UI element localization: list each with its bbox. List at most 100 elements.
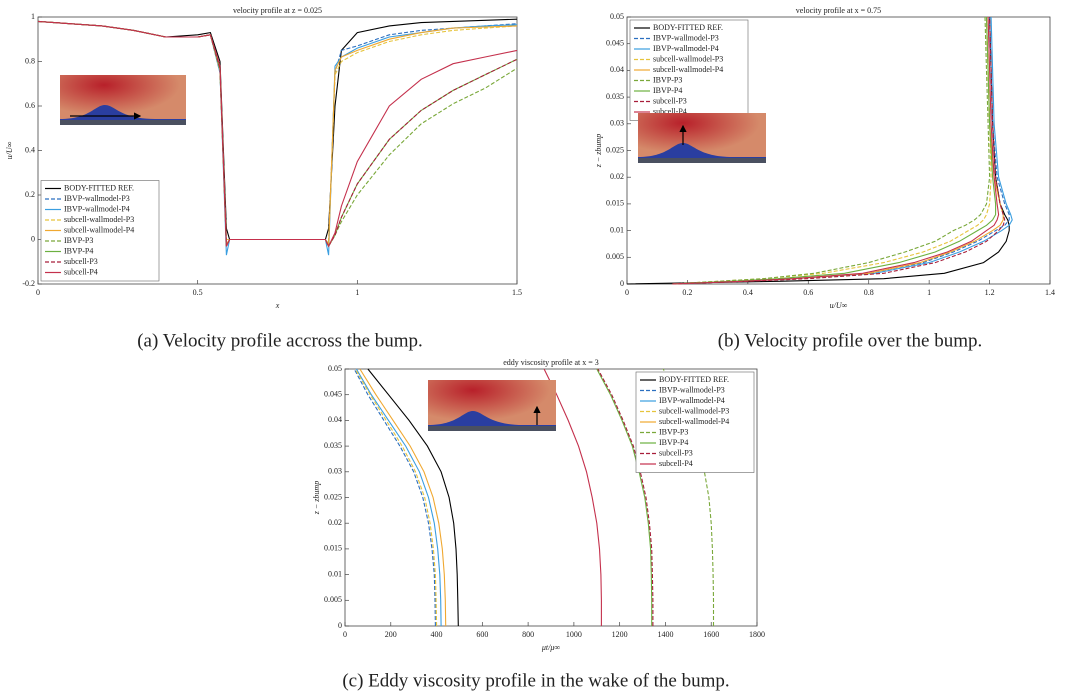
legend-label: IBVP-wallmodel-P4 xyxy=(64,204,130,213)
x-tick-label: 1 xyxy=(927,288,931,297)
series-line xyxy=(672,16,997,285)
x-tick-label: 1200 xyxy=(612,630,628,639)
y-tick-label: 0.05 xyxy=(610,12,624,21)
y-tick-label: -0.2 xyxy=(22,279,35,288)
y-tick-label: 0.01 xyxy=(610,225,624,234)
legend: BODY-FITTED REF.IBVP-wallmodel-P3 IBVP-wa… xyxy=(635,371,755,473)
inset-image xyxy=(428,380,556,431)
x-tick-label: 400 xyxy=(431,630,443,639)
legend-label: subcell-P3 xyxy=(653,96,687,105)
x-tick-label: 0 xyxy=(625,288,629,297)
legend-label: IBVP-wallmodel-P4 xyxy=(659,396,725,405)
caption: (a) Velocity profile accross the bump. xyxy=(137,330,423,351)
x-tick-label: 1600 xyxy=(703,630,719,639)
x-tick-label: 1.5 xyxy=(512,288,522,297)
y-tick-label: 0.03 xyxy=(610,119,624,128)
legend-label: IBVP-wallmodel-P3 xyxy=(659,385,725,394)
x-tick-label: 600 xyxy=(476,630,488,639)
y-tick-label: 0.045 xyxy=(324,390,342,399)
legend-label: subcell-wallmodel-P3 xyxy=(659,406,729,415)
y-tick-label: 0.045 xyxy=(606,39,624,48)
y-tick-label: 0.025 xyxy=(324,492,342,501)
y-tick-label: 0 xyxy=(338,621,342,630)
legend-label: IBVP-wallmodel-P3 xyxy=(64,194,130,203)
x-tick-label: 1 xyxy=(355,288,359,297)
x-axis-label: μt/μ∞ xyxy=(541,643,560,652)
legend-label: subcell-P3 xyxy=(64,257,98,266)
series-line xyxy=(543,368,602,626)
x-axis-label: x xyxy=(275,301,280,310)
caption: (c) Eddy viscosity profile in the wake o… xyxy=(342,670,729,691)
y-tick-label: 0.01 xyxy=(328,569,342,578)
x-tick-label: 0.8 xyxy=(864,288,874,297)
chart-title: eddy viscosity profile at x = 3 xyxy=(503,358,599,367)
y-axis-label: z − zbump xyxy=(312,481,321,515)
y-tick-label: 0.005 xyxy=(324,595,342,604)
legend-label: subcell-wallmodel-P3 xyxy=(64,215,134,224)
y-tick-label: 1 xyxy=(31,12,35,21)
caption: (b) Velocity profile over the bump. xyxy=(718,330,983,351)
x-tick-label: 200 xyxy=(385,630,397,639)
chart: velocity profile at x = 0.75 u/U∞ z − zbum… xyxy=(594,6,1055,352)
chart-title: velocity profile at z = 0.025 xyxy=(233,6,322,15)
y-tick-label: 0.03 xyxy=(328,467,342,476)
series-line xyxy=(597,368,654,626)
x-tick-label: 0.4 xyxy=(743,288,753,297)
x-tick-label: 0.5 xyxy=(193,288,203,297)
y-tick-label: 0.6 xyxy=(25,101,35,110)
legend-label: IBVP-P3 xyxy=(653,75,682,84)
y-tick-label: 0.05 xyxy=(328,364,342,373)
legend-label: subcell-P3 xyxy=(659,448,693,457)
legend: BODY-FITTED REF.IBVP-wallmodel-P3 IBVP-wa… xyxy=(629,19,749,121)
legend-label: BODY-FITTED REF. xyxy=(659,375,729,384)
legend: BODY-FITTED REF.IBVP-wallmodel-P3IBVP-wa… xyxy=(40,180,160,282)
chart: eddy viscosity profile at x = 3 μt/μ∞ z − … xyxy=(312,358,765,692)
y-tick-label: 0.02 xyxy=(610,172,624,181)
y-tick-label: 0.02 xyxy=(328,518,342,527)
y-tick-label: 0.035 xyxy=(606,92,624,101)
x-tick-label: 800 xyxy=(522,630,534,639)
chart-title: velocity profile at x = 0.75 xyxy=(796,6,881,15)
y-tick-label: 0.04 xyxy=(610,65,624,74)
y-tick-label: 0.025 xyxy=(606,145,624,154)
x-tick-label: 1000 xyxy=(566,630,582,639)
legend-label: subcell-P4 xyxy=(64,267,98,276)
x-tick-label: 0 xyxy=(36,288,40,297)
series-line xyxy=(354,368,438,627)
series-line xyxy=(353,368,436,627)
x-axis-label: u/U∞ xyxy=(830,301,848,310)
legend-label: IBVP-P3 xyxy=(659,427,688,436)
legend-label: subcell-P4 xyxy=(659,459,693,468)
series-line xyxy=(37,20,518,248)
x-tick-label: 0.2 xyxy=(682,288,692,297)
series-line xyxy=(672,16,991,285)
legend-label: IBVP-P4 xyxy=(659,438,688,447)
legend-label: IBVP-wallmodel-P4 xyxy=(653,44,719,53)
y-tick-label: 0.035 xyxy=(324,441,342,450)
y-tick-label: 0.015 xyxy=(324,544,342,553)
series-line xyxy=(672,16,1000,285)
legend-label: subcell-wallmodel-P4 xyxy=(659,417,729,426)
y-tick-label: 0.8 xyxy=(25,56,35,65)
y-tick-label: 0.2 xyxy=(25,190,35,199)
legend-label: subcell-wallmodel-P4 xyxy=(653,65,723,74)
y-tick-label: 0.4 xyxy=(25,145,35,154)
legend-label: BODY-FITTED REF. xyxy=(653,23,723,32)
x-tick-label: 1.4 xyxy=(1045,288,1055,297)
charts: velocity profile at z = 0.025 x u/U∞ (a) Ve… xyxy=(5,6,1055,692)
y-tick-label: 0.015 xyxy=(606,199,624,208)
x-tick-label: 1800 xyxy=(749,630,765,639)
x-tick-label: 1400 xyxy=(657,630,673,639)
series-line xyxy=(596,368,653,626)
x-tick-label: 0 xyxy=(343,630,347,639)
y-tick-label: 0.005 xyxy=(606,252,624,261)
y-tick-label: 0.04 xyxy=(328,415,342,424)
legend-label: subcell-wallmodel-P3 xyxy=(653,54,723,63)
legend-label: subcell-P4 xyxy=(653,107,687,116)
legend-label: IBVP-wallmodel-P3 xyxy=(653,33,719,42)
legend-label: subcell-wallmodel-P4 xyxy=(64,225,134,234)
y-axis-label: z − zbump xyxy=(594,134,603,168)
y-axis-label: u/U∞ xyxy=(5,141,14,159)
x-tick-label: 0.6 xyxy=(803,288,813,297)
